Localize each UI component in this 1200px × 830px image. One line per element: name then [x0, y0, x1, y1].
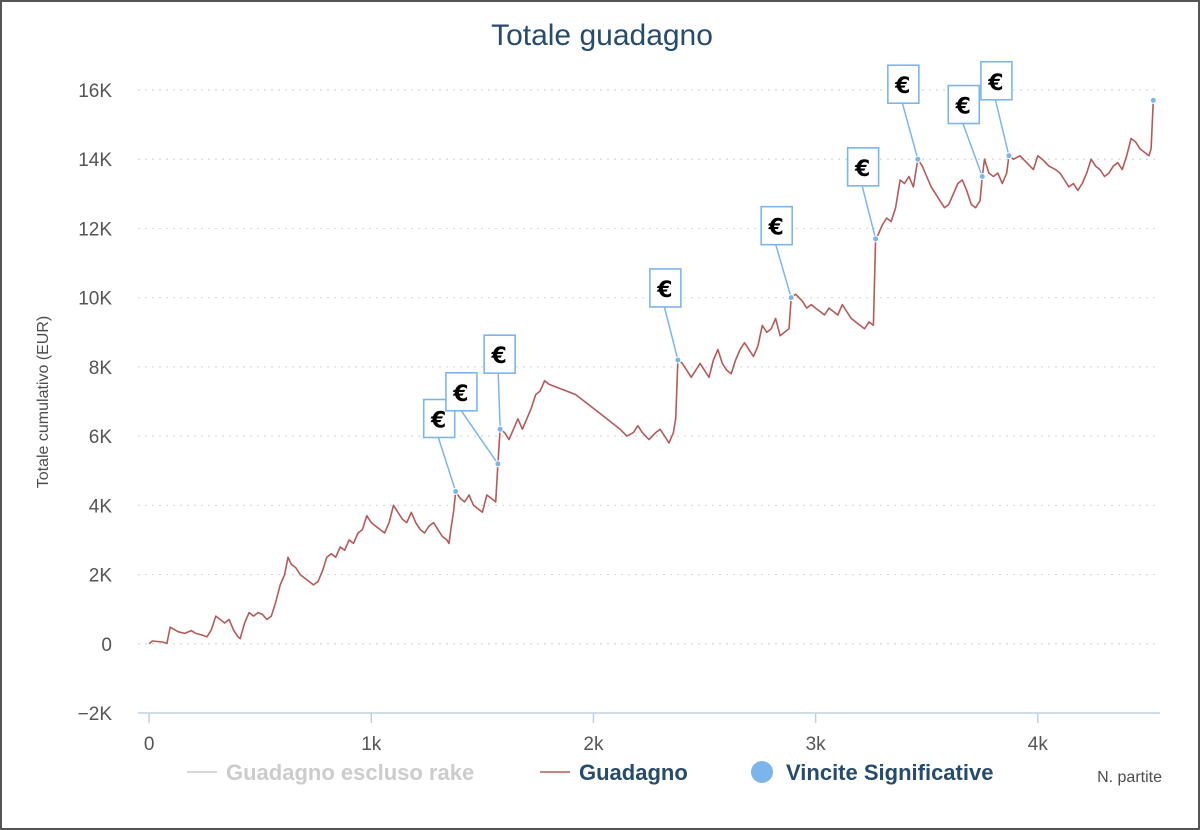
win-flag-connector — [961, 121, 983, 177]
win-flag-connector — [663, 304, 679, 361]
win-flag-connector — [459, 408, 499, 465]
win-flags-layer[interactable]: €€€€€€€€€ — [422, 60, 1157, 495]
x-axis-title: N. partite — [1097, 769, 1162, 786]
y-tick-label: 16K — [78, 81, 112, 102]
y-tick-label: 14K — [78, 150, 112, 171]
euro-icon: € — [854, 157, 870, 182]
euro-icon: € — [894, 74, 910, 99]
legend-label: Guadagno escluso rake — [226, 760, 474, 785]
y-tick-label: 8K — [89, 358, 113, 379]
series-layer — [148, 100, 1155, 645]
y-tick-label: 10K — [78, 289, 112, 310]
win-point[interactable] — [1005, 152, 1013, 160]
win-flag-connector — [901, 101, 919, 160]
y-tick-label: 6K — [89, 427, 113, 448]
legend-label: Guadagno — [579, 760, 688, 785]
win-flag-box[interactable] — [649, 268, 682, 308]
euro-icon: € — [452, 382, 468, 407]
win-point[interactable] — [914, 155, 922, 163]
win-flag-connector — [497, 371, 501, 430]
y-tick-label: 4K — [89, 496, 113, 517]
x-tick-label: 1k — [361, 734, 382, 755]
win-point[interactable] — [872, 235, 880, 243]
axis-layer: −2K 0 2K 4K 6K 8K 10K 12K 14K 16K 0 1k 2k 3k 4k — [78, 81, 1160, 755]
y-axis-title: Totale cumulativo (EUR) — [35, 316, 52, 489]
euro-icon: € — [987, 71, 1003, 96]
y-tick-label: 2K — [89, 566, 113, 587]
x-tick-label: 3k — [806, 734, 827, 755]
x-tick-label: 0 — [144, 734, 155, 755]
euro-icon: € — [430, 408, 446, 433]
legend[interactable]: Guadagno escluso rake Guadagno Vincite Sig… — [187, 760, 993, 785]
win-point[interactable] — [978, 173, 986, 181]
x-tick-label: 2k — [583, 734, 604, 755]
y-tick-label: 12K — [78, 219, 112, 240]
grid-layer — [138, 89, 1160, 645]
euro-icon: € — [768, 216, 784, 241]
euro-icon: € — [490, 344, 506, 369]
win-flag-box[interactable] — [846, 147, 880, 187]
legend-label: Vincite Significative — [786, 760, 993, 785]
win-flag-connector — [774, 242, 792, 298]
legend-item[interactable]: Guadagno — [540, 760, 688, 785]
win-flag-box[interactable] — [445, 371, 478, 412]
euro-icon: € — [955, 95, 971, 120]
win-point[interactable] — [452, 487, 460, 495]
win-flag-box[interactable] — [980, 60, 1013, 101]
win-point[interactable] — [494, 460, 502, 468]
y-tick-label: 0 — [101, 635, 112, 656]
euro-icon: € — [656, 278, 672, 303]
win-flag-box[interactable] — [887, 64, 920, 105]
legend-item[interactable]: Vincite Significative — [751, 760, 993, 785]
win-flag-connector — [994, 97, 1010, 156]
win-flag-connector — [436, 435, 457, 492]
legend-dot-symbol — [751, 761, 773, 783]
x-tick-label: 4k — [1028, 734, 1049, 755]
win-point[interactable] — [674, 356, 682, 364]
y-tick-label: −2K — [78, 704, 113, 725]
legend-item[interactable]: Guadagno escluso rake — [187, 760, 474, 785]
win-flag-connector — [860, 183, 877, 240]
win-point[interactable] — [1149, 96, 1157, 104]
chart-title: Totale guadagno — [491, 19, 713, 52]
win-point[interactable] — [496, 425, 504, 433]
guadagno-series-line — [148, 100, 1155, 645]
win-flag-box[interactable] — [947, 84, 981, 125]
win-flag-box[interactable] — [483, 334, 516, 374]
win-flag-box[interactable] — [760, 205, 793, 246]
win-point[interactable] — [787, 294, 795, 302]
